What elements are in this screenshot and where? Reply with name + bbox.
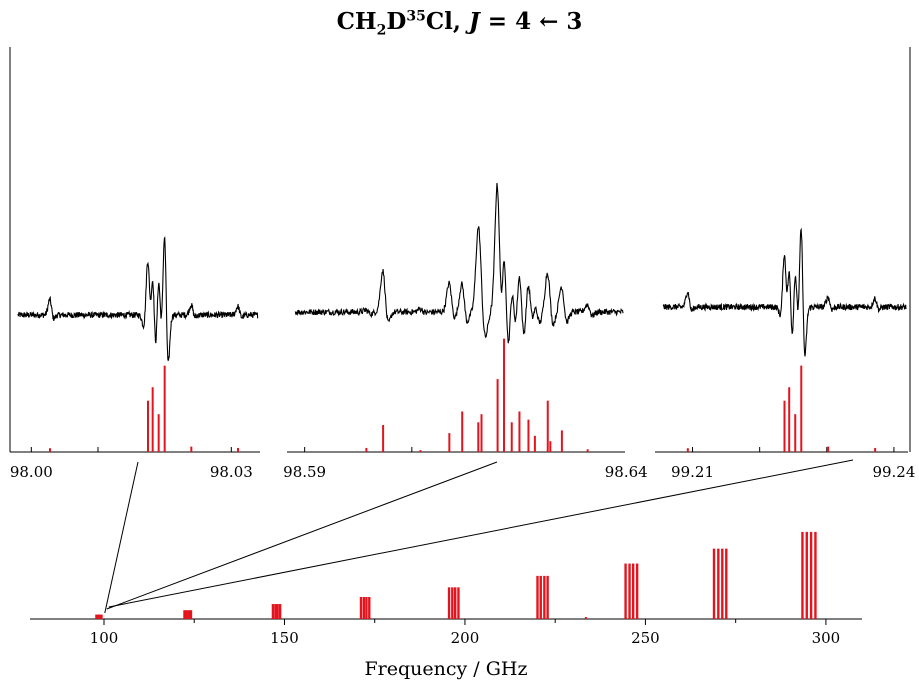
zoom-tick-label: 98.64 bbox=[605, 463, 648, 481]
overview-cluster bbox=[536, 575, 549, 619]
overview-cluster bbox=[95, 614, 103, 619]
zoom-connector bbox=[104, 461, 139, 614]
observed-spectrum-trace bbox=[294, 182, 624, 344]
zoom-tick-label: 98.03 bbox=[210, 463, 253, 481]
zoom-panel-3: 99.21 99.24 bbox=[655, 227, 915, 481]
overview-tick-label: 100 bbox=[90, 629, 119, 647]
zoom-tick-label: 99.21 bbox=[671, 463, 714, 481]
overview-tick-label: 150 bbox=[270, 629, 299, 647]
overview-tick-label: 250 bbox=[631, 629, 660, 647]
observed-spectrum-trace bbox=[17, 236, 259, 362]
overview-cluster bbox=[271, 604, 282, 619]
overview-cluster bbox=[359, 597, 371, 619]
overview-cluster bbox=[712, 548, 728, 619]
observed-spectrum-trace bbox=[662, 227, 907, 357]
chart-title: CH2D35Cl, J = 4 ← 3 bbox=[336, 8, 583, 39]
zoom-connector bbox=[106, 461, 498, 610]
overview-x-label: Frequency / GHz bbox=[364, 658, 527, 680]
overview-tick-label: 300 bbox=[812, 629, 841, 647]
zoom-panel-1: 98.00 98.03 bbox=[10, 236, 260, 481]
zoom-connector bbox=[108, 459, 854, 608]
overview-cluster bbox=[183, 610, 193, 619]
zoom-tick-label: 99.24 bbox=[872, 463, 915, 481]
zoom-panel-2: 98.59 98.64 bbox=[283, 182, 648, 481]
zoom-tick-label: 98.59 bbox=[283, 463, 326, 481]
overview-cluster bbox=[447, 587, 460, 619]
overview-cluster bbox=[624, 563, 639, 619]
overview-cluster bbox=[801, 531, 817, 619]
overview-tick-label: 200 bbox=[451, 629, 480, 647]
zoom-tick-label: 98.00 bbox=[10, 463, 53, 481]
